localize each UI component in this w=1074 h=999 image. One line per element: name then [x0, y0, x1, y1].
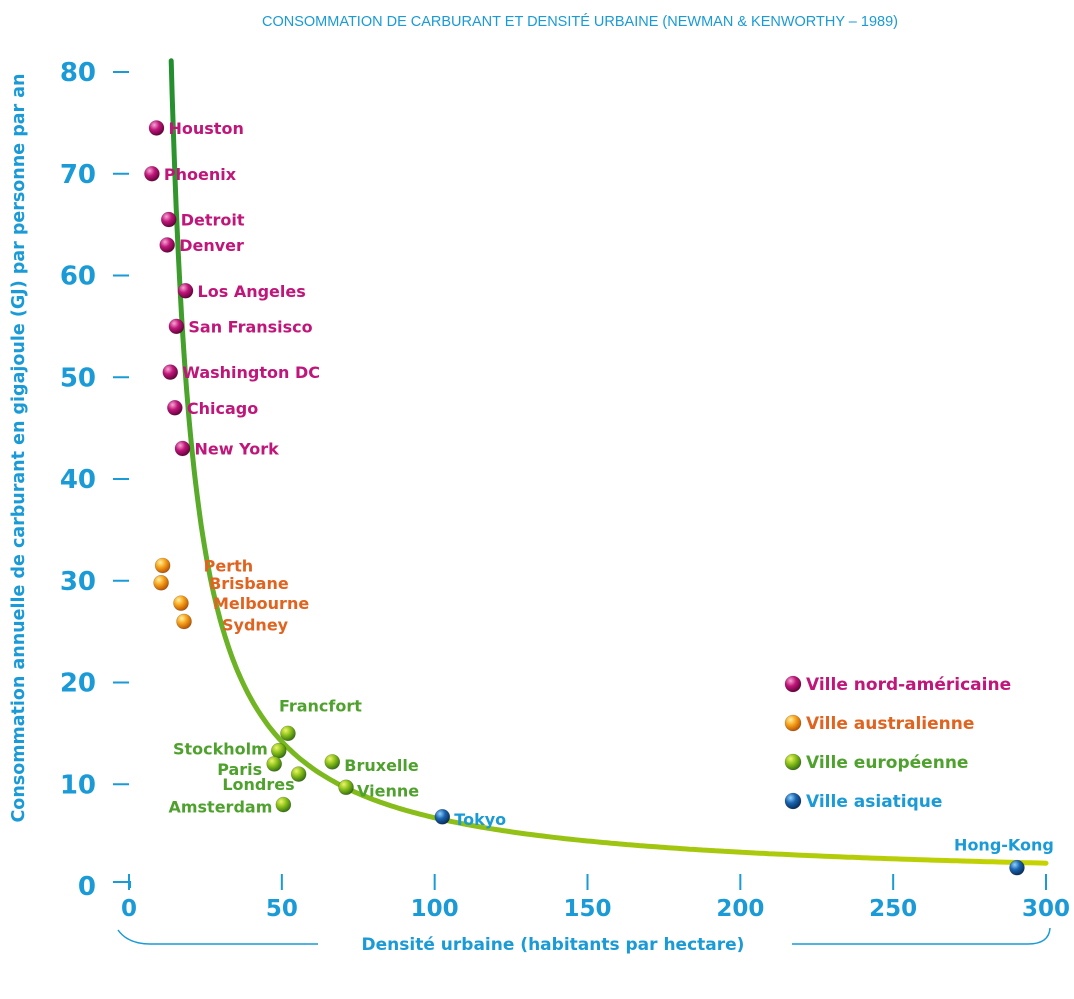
point-houston — [148, 120, 165, 136]
point-vienne — [338, 779, 354, 796]
point-francfort — [280, 725, 296, 742]
legend-label: Ville asiatique — [806, 792, 942, 812]
point-label-tokyo: Tokyo — [454, 810, 506, 829]
y-axis-baseline-corner — [113, 881, 131, 888]
y-tick-label: 30 — [60, 567, 96, 597]
point-label-paris: Paris — [217, 760, 262, 779]
point-label-melbourne: Melbourne — [213, 594, 309, 613]
x-tick-label: 0 — [121, 896, 137, 922]
point-phoenix — [144, 165, 160, 182]
point-hong-kong — [1009, 859, 1025, 876]
chart-title: CONSOMMATION DE CARBURANT ET DENSITÉ URB… — [262, 13, 898, 30]
point-label-brisbane: Brisbane — [209, 574, 289, 593]
x-ticks: 0 50 100 150 200 250 300 — [121, 874, 1070, 922]
legend-marker — [784, 792, 802, 810]
legend-marker — [784, 714, 802, 732]
y-tick-label: 50 — [60, 363, 96, 393]
y-ticks: 0 10 20 30 40 50 60 70 80 — [60, 58, 129, 902]
point-label-perth: Perth — [204, 556, 254, 575]
legend-label: Ville européenne — [806, 753, 968, 773]
point-label-londres: Londres — [222, 775, 294, 794]
y-tick-label: 80 — [60, 58, 96, 88]
point-label-chicago: Chicago — [187, 399, 258, 418]
point-bruxelle — [324, 754, 341, 770]
point-melbourne — [173, 595, 189, 611]
point-label-detroit: Detroit — [181, 211, 245, 230]
y-tick-label: 0 — [78, 872, 96, 902]
x-axis-label: Densité urbaine (habitants par hectare) — [362, 935, 745, 955]
point-denver — [159, 237, 176, 253]
y-tick-label: 60 — [60, 262, 96, 292]
point-paris — [266, 756, 282, 772]
x-tick-label: 50 — [266, 896, 298, 922]
point-londres — [290, 766, 307, 782]
point-label-vienne: Vienne — [357, 781, 419, 800]
point-detroit — [160, 211, 177, 228]
point-label-sydney: Sydney — [222, 615, 289, 634]
legend-marker — [784, 753, 802, 771]
point-sydney — [176, 613, 192, 630]
point-label-bruxelle: Bruxelle — [344, 756, 419, 775]
x-tick-label: 250 — [869, 896, 917, 922]
point-label-stockholm: Stockholm — [173, 740, 268, 759]
point-label-washington-dc: Washington DC — [182, 363, 320, 382]
point-label-denver: Denver — [179, 236, 244, 255]
trend-curve — [168, 58, 1049, 866]
y-axis — [113, 881, 131, 888]
point-san-fransisco — [168, 318, 185, 335]
point-washington-dc — [162, 364, 179, 380]
point-chicago — [167, 399, 183, 416]
legend: Ville nord-américaine Ville australienne V… — [784, 675, 1011, 812]
point-label-hong-kong: Hong-Kong — [954, 836, 1054, 855]
point-label-francfort: Francfort — [279, 696, 362, 715]
point-new-york — [174, 440, 191, 457]
x-tick-label: 200 — [716, 896, 764, 922]
y-tick-label: 20 — [60, 669, 96, 699]
y-tick-label: 40 — [60, 465, 96, 495]
x-axis-label-bracket — [117, 927, 1051, 945]
y-axis-label: Consommation annuelle de carburant en gi… — [9, 73, 29, 822]
point-label-new-york: New York — [194, 439, 279, 458]
point-brisbane — [153, 574, 169, 591]
point-label-amsterdam: Amsterdam — [168, 798, 272, 817]
point-los-angeles — [177, 282, 194, 299]
point-label-phoenix: Phoenix — [164, 165, 237, 184]
x-tick-label: 150 — [563, 896, 611, 922]
point-perth — [154, 557, 171, 574]
point-label-houston: Houston — [169, 119, 244, 138]
point-label-san-fransisco: San Fransisco — [188, 317, 312, 336]
point-amsterdam — [275, 796, 292, 813]
legend-label: Ville australienne — [806, 714, 974, 734]
point-tokyo — [434, 809, 451, 825]
point-stockholm — [270, 742, 287, 759]
y-tick-label: 70 — [60, 160, 96, 190]
x-tick-label: 100 — [411, 896, 459, 922]
data-points: Houston Phoenix Detroit Denver Los Angeles Sa… — [144, 119, 1054, 876]
x-tick-label: 300 — [1022, 896, 1070, 922]
legend-marker — [784, 675, 802, 693]
legend-label: Ville nord-américaine — [806, 675, 1011, 695]
point-label-los-angeles: Los Angeles — [198, 282, 306, 301]
y-tick-label: 10 — [60, 770, 96, 800]
